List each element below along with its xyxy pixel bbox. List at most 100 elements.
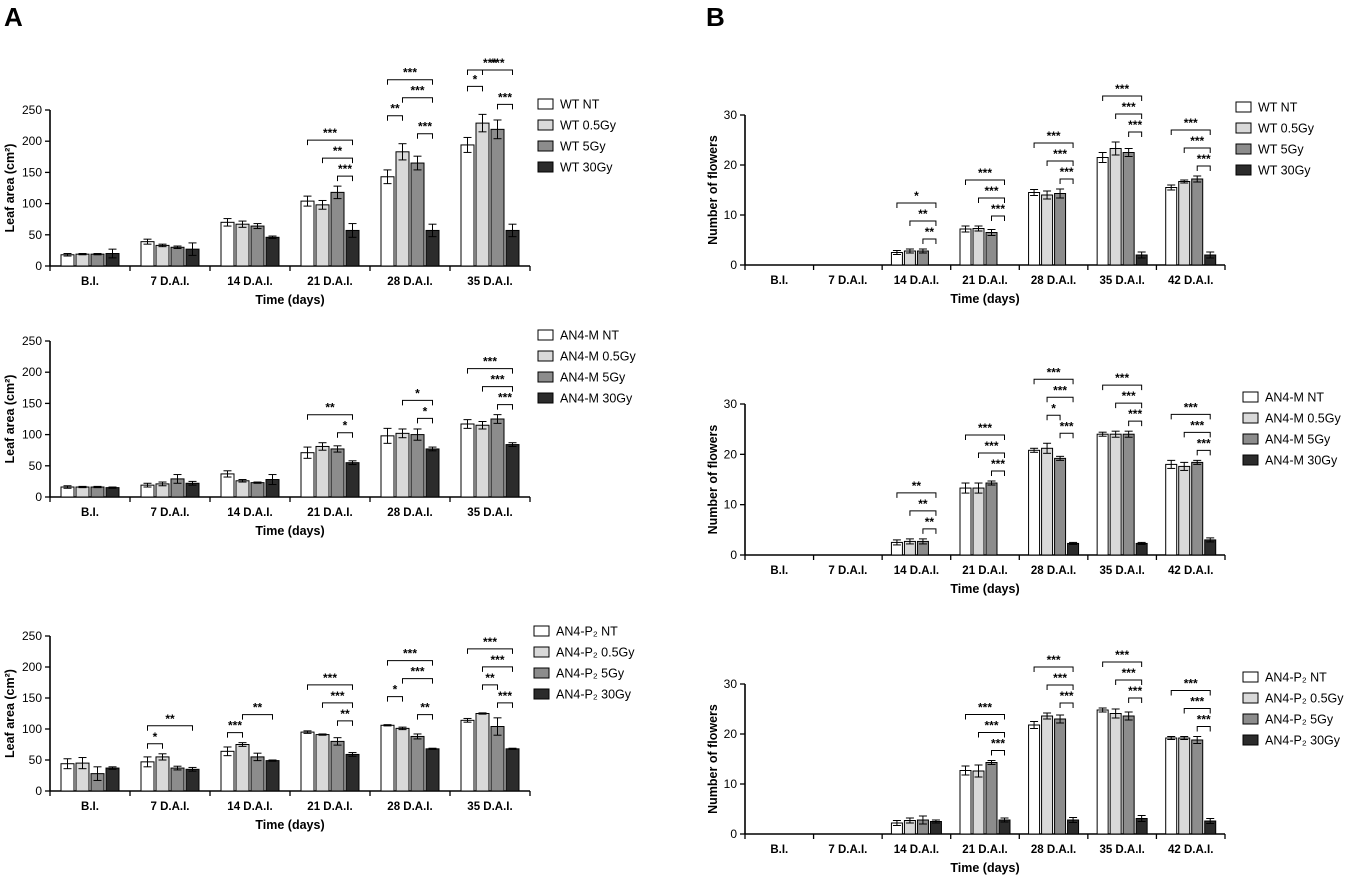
bar (345, 462, 360, 498)
significance-bracket (387, 660, 433, 666)
y-tick-label: 100 (22, 722, 42, 736)
significance-label: *** (1128, 684, 1142, 698)
significance-bracket (467, 648, 513, 654)
legend-swatch (533, 688, 550, 700)
significance-label: *** (1053, 147, 1067, 161)
significance-bracket (227, 732, 243, 738)
significance-bracket (965, 714, 1005, 720)
bar (155, 244, 170, 267)
significance-bracket (1046, 160, 1074, 166)
significance-bracket (1128, 131, 1143, 137)
y-tick-label: 0 (35, 259, 42, 273)
x-tick-label: 14 D.A.I. (894, 844, 939, 856)
significance-bracket (337, 432, 353, 438)
significance-bracket (467, 368, 513, 374)
y-tick-label: 150 (22, 165, 42, 179)
x-tick-label: 28 D.A.I. (1031, 565, 1076, 577)
bar (410, 434, 425, 498)
significance-bracket (896, 492, 937, 498)
significance-bracket (337, 175, 353, 182)
significance-bracket (1183, 708, 1211, 714)
significance-label: ** (925, 225, 935, 239)
y-tick-label: 200 (22, 660, 42, 674)
significance-bracket (147, 725, 193, 731)
significance-bracket (991, 470, 1005, 477)
legend-label: AN4-M 30Gy (560, 392, 633, 406)
significance-bracket (965, 434, 1005, 441)
y-axis-label: Leaf area (cm²) (3, 669, 17, 758)
x-tick-label: 35 D.A.I. (467, 507, 512, 519)
bar (490, 128, 505, 267)
legend-label: AN4-P₂ 0.5Gy (1265, 692, 1344, 706)
bar (1028, 192, 1041, 266)
significance-label: *** (1115, 371, 1129, 385)
bar (345, 753, 360, 792)
chart-b2: 0 10 20 30 B.I. 7 D.A.I. 14 D.A.I. 21 D.A.I. 28 … (706, 365, 1341, 596)
bar (1178, 737, 1191, 835)
significance-label: *** (1190, 695, 1204, 709)
significance-label: *** (1197, 152, 1211, 166)
significance-bracket (402, 678, 433, 684)
bar (1096, 433, 1109, 556)
bar (410, 735, 425, 792)
y-axis-label: Leaf area (cm²) (3, 375, 17, 464)
y-axis-label: Number of flowers (706, 704, 720, 814)
legend-swatch (1242, 412, 1259, 424)
y-tick-label: 100 (22, 197, 42, 211)
bar (1054, 718, 1067, 835)
y-axis-label: Number of flowers (706, 425, 720, 535)
legend-swatch (537, 98, 554, 110)
legend-label: AN4-P₂ 5Gy (556, 667, 625, 681)
significance-bracket (909, 510, 937, 516)
significance-label: ** (325, 401, 335, 415)
significance-label: ** (253, 701, 263, 715)
significance-bracket (497, 404, 513, 410)
bar (425, 748, 440, 792)
bar (380, 176, 395, 267)
significance-label: *** (338, 162, 352, 176)
bar (105, 487, 120, 498)
significance-label: *** (410, 665, 424, 679)
significance-label: *** (1053, 671, 1067, 685)
legend-label: AN4-M NT (1265, 391, 1324, 405)
legend-swatch (1242, 391, 1259, 403)
y-tick-label: 50 (29, 228, 43, 242)
legend-swatch (537, 329, 554, 341)
bar (1165, 737, 1178, 835)
x-tick-label: 7 D.A.I. (828, 844, 867, 856)
significance-bracket (497, 103, 513, 110)
significance-bracket (1033, 666, 1074, 672)
x-tick-label: 14 D.A.I. (227, 507, 272, 519)
significance-bracket (307, 139, 353, 146)
chart-b1: 0 10 20 30 B.I. 7 D.A.I. 14 D.A.I. 21 D.A.I. 28 … (706, 82, 1315, 306)
significance-bracket (991, 215, 1005, 221)
significance-label: *** (490, 653, 504, 667)
legend-label: AN4-M 0.5Gy (1265, 412, 1341, 426)
legend-label: AN4-M 5Gy (560, 371, 626, 385)
significance-bracket (1128, 697, 1143, 703)
bar (1191, 461, 1204, 556)
significance-bracket (1196, 449, 1211, 456)
y-tick-label: 50 (29, 753, 43, 767)
bar (170, 246, 185, 267)
significance-bracket (322, 157, 353, 164)
y-axis-label: Number of flowers (706, 135, 720, 245)
significance-label: ** (390, 102, 400, 116)
significance-bracket (909, 220, 937, 226)
bar (1041, 715, 1054, 835)
significance-label: *** (330, 689, 344, 703)
bar (90, 253, 105, 267)
legend-label: AN4-P₂ NT (1265, 671, 1327, 685)
legend-swatch (1235, 101, 1252, 113)
x-tick-label: 21 D.A.I. (962, 844, 1007, 856)
bar (505, 444, 520, 498)
significance-label: *** (1197, 436, 1211, 450)
bar (1096, 709, 1109, 835)
significance-bracket (978, 452, 1005, 459)
significance-label: ** (333, 144, 343, 158)
significance-label: *** (984, 184, 998, 198)
significance-bracket (147, 743, 163, 749)
legend-label: WT NT (1258, 101, 1298, 115)
bar (959, 228, 972, 266)
